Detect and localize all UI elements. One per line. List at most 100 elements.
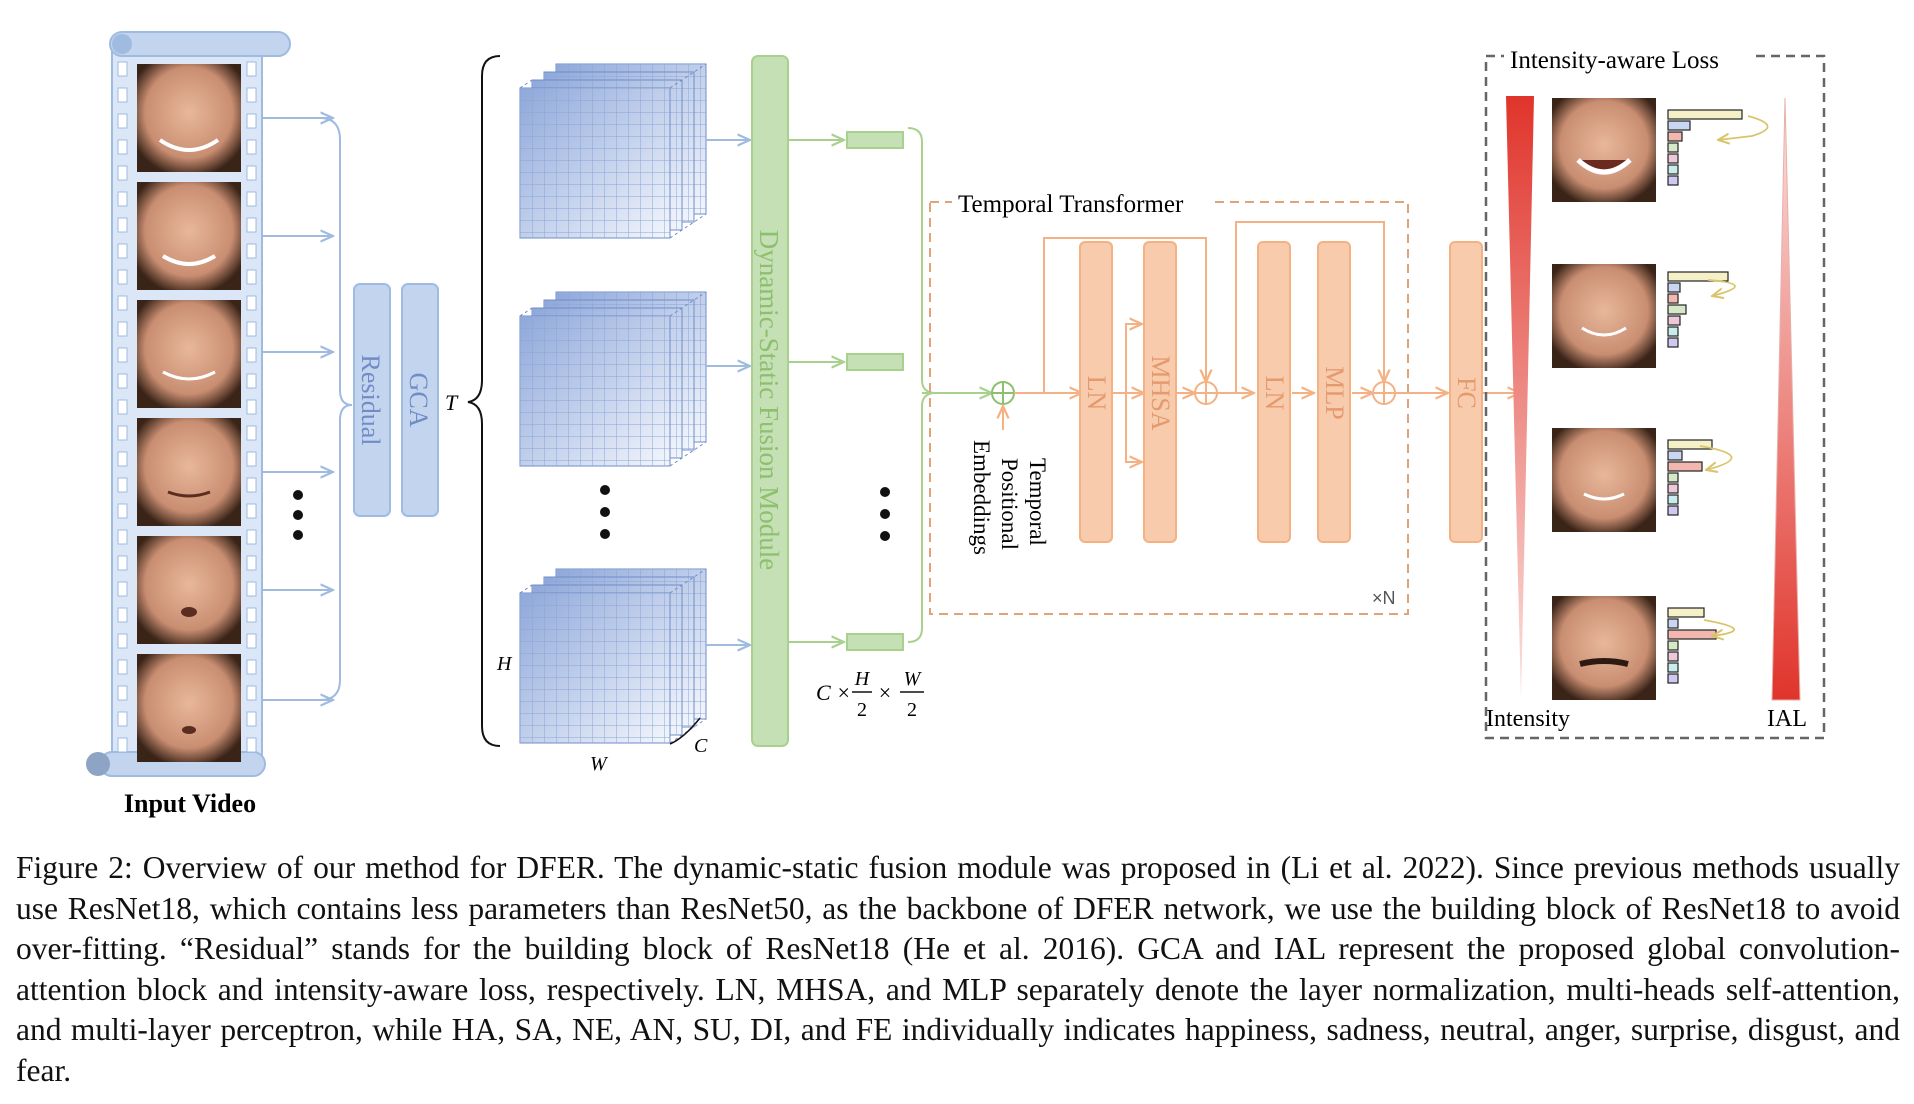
probability-bar bbox=[1667, 607, 1705, 618]
sprocket-hole bbox=[246, 581, 257, 597]
sprocket-hole bbox=[117, 113, 128, 129]
ln-block: LN bbox=[1257, 241, 1291, 543]
sprocket-hole bbox=[117, 451, 128, 467]
svg-text:MLP: MLP bbox=[1320, 366, 1349, 419]
probability-bar bbox=[1667, 337, 1679, 348]
token bbox=[846, 633, 904, 651]
sprocket-hole bbox=[246, 425, 257, 441]
t-brace bbox=[467, 55, 501, 747]
probability-bar bbox=[1667, 109, 1743, 120]
t-label: T bbox=[445, 390, 459, 415]
dim-two-a: 2 bbox=[857, 699, 867, 721]
sample-face bbox=[1552, 596, 1656, 700]
probability-bar bbox=[1667, 461, 1703, 472]
input-video-label: Input Video bbox=[124, 789, 256, 818]
class-probability-bars bbox=[1667, 109, 1743, 684]
sprocket-hole bbox=[246, 711, 257, 727]
sprocket-hole bbox=[117, 711, 128, 727]
ial-label: IAL bbox=[1767, 706, 1807, 732]
probability-bar bbox=[1667, 175, 1679, 186]
sprocket-hole bbox=[117, 217, 128, 233]
sprocket-hole bbox=[246, 607, 257, 623]
sprocket-hole bbox=[117, 165, 128, 181]
sprocket-hole bbox=[117, 61, 128, 77]
temporal-transformer-label: Temporal Transformer bbox=[958, 191, 1184, 218]
intensity-bar bbox=[1506, 96, 1534, 700]
probability-bar bbox=[1667, 483, 1679, 494]
feature-map-stack bbox=[519, 291, 707, 467]
sprocket-hole bbox=[246, 477, 257, 493]
sprocket-hole bbox=[117, 607, 128, 623]
token bbox=[846, 131, 904, 149]
probability-bar bbox=[1667, 472, 1679, 483]
probability-bar bbox=[1667, 164, 1679, 175]
sprocket-hole bbox=[117, 87, 128, 103]
probability-bar bbox=[1667, 120, 1691, 131]
sprocket-hole bbox=[246, 529, 257, 545]
dim-h: H bbox=[854, 668, 871, 690]
probability-bar bbox=[1667, 629, 1717, 640]
svg-text:Positional: Positional bbox=[997, 458, 1022, 550]
ellipsis-dots bbox=[880, 487, 890, 541]
svg-text:MHSA: MHSA bbox=[1146, 355, 1175, 430]
ellipsis-dots bbox=[293, 490, 303, 540]
sprocket-hole bbox=[117, 477, 128, 493]
c-label: C bbox=[694, 735, 708, 757]
sprocket-hole bbox=[246, 295, 257, 311]
sprocket-hole bbox=[117, 399, 128, 415]
sprocket-hole bbox=[246, 87, 257, 103]
video-frame bbox=[137, 64, 241, 172]
sprocket-hole bbox=[246, 659, 257, 675]
sprocket-hole bbox=[117, 269, 128, 285]
dim-two-b: 2 bbox=[907, 699, 917, 721]
ellipsis-dots bbox=[600, 485, 610, 539]
residual-add bbox=[1194, 381, 1218, 405]
sprocket-hole bbox=[117, 529, 128, 545]
figure-caption: Figure 2: Overview of our method for DFE… bbox=[16, 850, 1900, 1088]
frame-arrows bbox=[262, 118, 353, 700]
ial-bar bbox=[1771, 97, 1801, 701]
video-frame bbox=[137, 300, 241, 408]
sprocket-hole bbox=[246, 373, 257, 389]
probability-bar bbox=[1667, 651, 1679, 662]
xn-label: ×N bbox=[1372, 588, 1396, 608]
probability-bar bbox=[1667, 505, 1679, 516]
sprocket-hole bbox=[246, 685, 257, 701]
probability-bar bbox=[1667, 315, 1681, 326]
sprocket-hole bbox=[117, 139, 128, 155]
sprocket-hole bbox=[246, 217, 257, 233]
temporal-positional-embeddings-label: Temporal Positional Embeddings bbox=[969, 440, 1050, 555]
sprocket-hole bbox=[246, 347, 257, 363]
dim-times: × bbox=[879, 680, 891, 705]
probability-bar bbox=[1667, 494, 1679, 505]
intensity-label: Intensity bbox=[1486, 706, 1570, 732]
svg-text:GCA: GCA bbox=[404, 373, 433, 428]
fc-block: FC bbox=[1449, 241, 1483, 543]
sample-face bbox=[1552, 264, 1656, 368]
svg-text:Residual: Residual bbox=[356, 355, 385, 446]
input-video-filmstrip bbox=[86, 31, 291, 777]
mhsa-block: MHSA bbox=[1143, 241, 1177, 543]
video-frame bbox=[137, 182, 241, 290]
svg-text:Dynamic-Static Fusion Module: Dynamic-Static Fusion Module bbox=[754, 230, 784, 570]
sprocket-hole bbox=[117, 685, 128, 701]
mlp-block: MLP bbox=[1317, 241, 1351, 543]
sprocket-hole bbox=[117, 503, 128, 519]
sprocket-hole bbox=[246, 61, 257, 77]
svg-text:Embeddings: Embeddings bbox=[969, 440, 994, 555]
sprocket-hole bbox=[246, 165, 257, 181]
sprocket-hole bbox=[246, 451, 257, 467]
method-overview-diagram: Input Video Residual GCA T H W C bbox=[86, 31, 1826, 818]
sprocket-hole bbox=[246, 243, 257, 259]
probability-bar bbox=[1667, 662, 1679, 673]
sprocket-hole bbox=[246, 191, 257, 207]
gca-block: GCA bbox=[401, 283, 439, 517]
temporal-transformer-box bbox=[929, 201, 1409, 615]
svg-text:FC: FC bbox=[1452, 377, 1481, 409]
h-label: H bbox=[496, 653, 513, 675]
probability-bar bbox=[1667, 450, 1683, 461]
feature-map-stack bbox=[519, 63, 707, 239]
sprocket-hole bbox=[117, 659, 128, 675]
feature-map-stack bbox=[519, 568, 707, 744]
svg-text:LN: LN bbox=[1082, 376, 1111, 411]
